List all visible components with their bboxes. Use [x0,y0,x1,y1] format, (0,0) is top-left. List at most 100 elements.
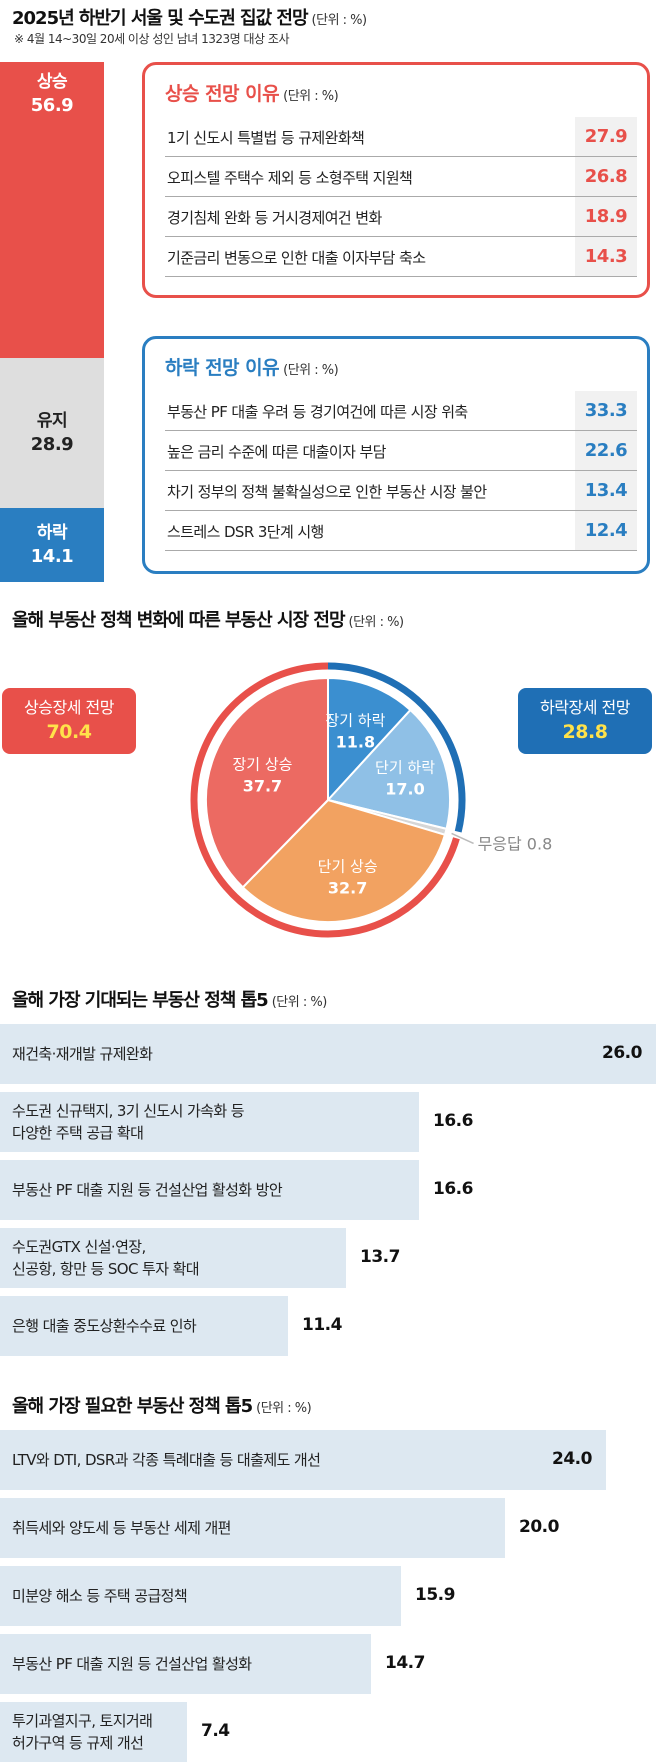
rise-group-ring [190,662,460,938]
expected-policy-label: 재건축·재개발 규제완화 [12,1043,153,1065]
fall-reasons-unit: (단위 : %) [283,363,339,378]
expected-policy-value: 13.7 [360,1247,400,1267]
fall-reason-row: 높은 금리 수준에 따른 대출이자 부담 22.6 [165,431,637,471]
bar-up: 상승 56.9 [0,62,104,358]
pie-slice [326,708,451,831]
expected-policy-bar: 재건축·재개발 규제완화 [0,1024,656,1084]
expected-policy-bar: 은행 대출 중도상환수수료 인하 [0,1296,288,1356]
pie-label: 장기 하락 [325,711,385,729]
pie-unit: (단위 : %) [348,615,405,630]
expected-title: 올해 가장 기대되는 부동산 정책 톱5 (단위 : %) [12,990,328,1011]
needed-policy-label: 부동산 PF 대출 지원 등 건설산업 활성화 [12,1653,252,1675]
needed-policy-bar: LTV와 DTI, DSR과 각종 특례대출 등 대출제도 개선 [0,1430,606,1490]
pie-value: 11.8 [336,732,375,751]
fall-reason-value: 12.4 [575,511,637,550]
fall-reason-label: 스트레스 DSR 3단계 시행 [167,523,324,541]
pie-value: 37.7 [243,776,282,795]
rise-group-tag: 상승장세 전망 70.4 [2,688,136,754]
needed-policy-label: 취득세와 양도세 등 부동산 세제 개편 [12,1517,231,1539]
rise-reason-label: 경기침체 완화 등 거시경제여건 변화 [167,209,382,227]
no-answer-leader [451,832,474,845]
pie-value: 17.0 [385,780,424,799]
bar-keep-value: 28.9 [30,434,74,455]
needed-policy-bar: 미분양 해소 등 주택 공급정책 [0,1566,401,1626]
needed-policy-label-line: 취득세와 양도세 등 부동산 세제 개편 [12,1519,231,1537]
bar-keep-label: 유지 [36,411,68,431]
needed-policy-value: 15.9 [415,1585,455,1605]
fall-reason-row: 스트레스 DSR 3단계 시행 12.4 [165,511,637,551]
rise-reason-row: 경기침체 완화 등 거시경제여건 변화 18.9 [165,197,637,237]
pie-label-no-answer: 무응답 0.8 [478,834,553,853]
rise-group-value: 70.4 [46,721,92,743]
rise-reason-value: 26.8 [575,157,637,196]
pie-value: 32.7 [328,879,367,898]
rise-group-label: 상승장세 전망 [24,698,114,717]
rise-reason-label: 1기 신도시 특별법 등 규제완화책 [167,129,365,147]
needed-title: 올해 가장 필요한 부동산 정책 톱5 (단위 : %) [12,1396,312,1417]
rise-reason-value: 27.9 [575,117,637,156]
expected-policy-label: 부동산 PF 대출 지원 등 건설산업 활성화 방안 [12,1179,283,1201]
expected-policy-label-line: 신공항, 항만 등 SOC 투자 확대 [12,1260,200,1278]
pie-label: 단기 상승 [318,858,378,876]
rise-reason-value: 14.3 [575,237,637,276]
expected-unit: (단위 : %) [271,995,328,1010]
needed-policy-bar: 부동산 PF 대출 지원 등 건설산업 활성화 [0,1634,371,1694]
bar-down-value: 14.1 [30,545,74,567]
needed-policy-label: 미분양 해소 등 주택 공급정책 [12,1585,188,1607]
fall-reason-row: 차기 정부의 정책 불확실성으로 인한 부동산 시장 불안 13.4 [165,471,637,511]
needed-policy-value: 24.0 [552,1449,592,1469]
rise-reason-label: 기준금리 변동으로 인한 대출 이자부담 축소 [167,249,426,267]
expected-policy-value: 16.6 [433,1179,473,1199]
rise-reasons-unit: (단위 : %) [283,89,339,104]
expected-policy-value: 16.6 [433,1111,473,1131]
outlook-title: 2025년 하반기 서울 및 수도권 집값 전망 (단위 : %) [12,8,368,29]
needed-policy-value: 20.0 [519,1517,559,1537]
bar-up-label: 상승 [36,72,68,92]
needed-policy-label-line: LTV와 DTI, DSR과 각종 특례대출 등 대출제도 개선 [12,1451,321,1469]
needed-policy-value: 14.7 [385,1653,425,1673]
fall-group-tag: 하락장세 전망 28.8 [518,688,652,754]
rise-reason-row: 기준금리 변동으로 인한 대출 이자부담 축소 14.3 [165,237,637,277]
fall-reason-label: 차기 정부의 정책 불확실성으로 인한 부동산 시장 불안 [167,483,487,501]
needed-policy-label-line: 미분양 해소 등 주택 공급정책 [12,1587,188,1605]
expected-policy-bar: 수도권GTX 신설·연장, 신공항, 항만 등 SOC 투자 확대 [0,1228,346,1288]
fall-reason-label: 높은 금리 수준에 따른 대출이자 부담 [167,443,386,461]
fall-reason-row: 부동산 PF 대출 우려 등 경기여건에 따른 시장 위축 33.3 [165,391,637,431]
expected-policy-label: 은행 대출 중도상환수수료 인하 [12,1315,197,1337]
pie-slice [241,798,447,923]
needed-policy-bar: 취득세와 양도세 등 부동산 세제 개편 [0,1498,505,1558]
pie-slice [327,676,412,803]
fall-reasons-title: 하락 전망 이유 (단위 : %) [165,357,339,379]
rise-reason-row: 1기 신도시 특별법 등 규제완화책 27.9 [165,117,637,157]
pie-slice [205,676,329,889]
bar-up-value: 56.9 [30,95,74,116]
outlook-unit: (단위 : %) [311,13,368,28]
bar-down-label: 하락 [36,522,68,543]
needed-unit: (단위 : %) [256,1401,312,1416]
expected-policy-label-line: 다양한 주택 공급 확대 [12,1124,144,1142]
expected-policy-label-line: 재건축·재개발 규제완화 [12,1045,153,1063]
expected-policy-value: 26.0 [602,1043,642,1063]
needed-policy-label-line: 허가구역 등 규제 개선 [12,1734,144,1752]
rise-reason-value: 18.9 [575,197,637,236]
bar-keep: 유지 28.9 [0,358,104,508]
fall-reason-label: 부동산 PF 대출 우려 등 경기여건에 따른 시장 위축 [167,403,468,421]
needed-policy-label-line: 부동산 PF 대출 지원 등 건설산업 활성화 [12,1655,252,1673]
survey-note: ※ 4월 14~30일 20세 이상 성인 남녀 1323명 대상 조사 [14,32,289,46]
needed-policy-label-line: 투기과열지구, 토지거래 [12,1712,153,1730]
fall-reason-value: 33.3 [575,391,637,430]
pie-title: 올해 부동산 정책 변화에 따른 부동산 시장 전망 (단위 : %) [12,610,405,631]
expected-policy-label-line: 수도권 신규택지, 3기 신도시 가속화 등 [12,1102,245,1120]
fall-reason-value: 22.6 [575,431,637,470]
pie-chart: 장기 하락 11.8단기 하락 17.0 무응답 0.8 단기 상승 32.7 장기 상승 3… [190,662,553,938]
expected-policy-label-line: 수도권GTX 신설·연장, [12,1238,146,1256]
expected-policy-bar: 부동산 PF 대출 지원 등 건설산업 활성화 방안 [0,1160,419,1220]
fall-reason-value: 13.4 [575,471,637,510]
pie-section: 상승장세 전망 70.4 하락장세 전망 28.8 장기 하락 11.8 단기 하락… [0,640,658,960]
needed-policy-label: LTV와 DTI, DSR과 각종 특례대출 등 대출제도 개선 [12,1449,321,1471]
expected-policy-value: 11.4 [302,1315,342,1335]
bar-down: 하락 14.1 [0,508,104,582]
rise-reason-label: 오피스텔 주택수 제외 등 소형주택 지원책 [167,169,413,187]
